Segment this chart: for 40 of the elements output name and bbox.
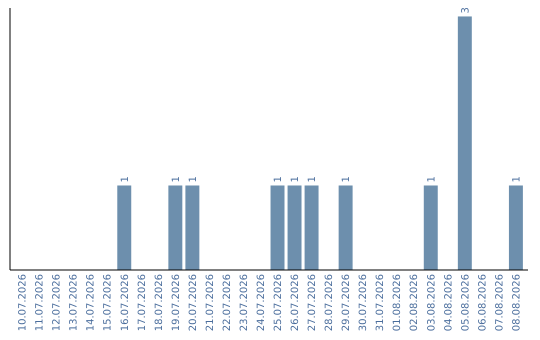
x-tick-label: 14.07.2026 [86, 274, 97, 332]
x-tick-label: 24.07.2026 [256, 274, 267, 332]
x-tick-label: 26.07.2026 [290, 274, 302, 332]
x-tick-label: 11.07.2026 [34, 274, 46, 332]
x-tick-label: 25.07.2026 [273, 274, 284, 332]
x-tick-label: 02.08.2026 [409, 274, 420, 332]
data-label: 1 [341, 176, 352, 182]
data-label: 1 [307, 176, 318, 182]
data-label: 1 [511, 176, 522, 182]
x-tick-label: 12.07.2026 [52, 274, 63, 332]
x-tick-label: 31.07.2026 [375, 274, 386, 332]
data-label: 1 [120, 176, 131, 182]
x-tick-label: 27.07.2026 [307, 274, 318, 332]
x-tick-label: 30.07.2026 [358, 274, 370, 332]
x-tick-label: 21.07.2026 [204, 274, 216, 332]
x-tick-label: 03.08.2026 [426, 274, 438, 332]
data-label: 1 [188, 176, 199, 182]
x-tick-label: 01.08.2026 [392, 274, 404, 332]
x-tick-label: 16.07.2026 [120, 274, 131, 332]
x-tick-label: 10.07.2026 [18, 274, 29, 332]
x-tick-label: 04.08.2026 [443, 274, 454, 332]
x-tick-label: 19.07.2026 [170, 274, 182, 332]
x-tick-label: 08.08.2026 [511, 274, 522, 332]
data-label: 3 [460, 7, 472, 14]
x-tick-label: 15.07.2026 [102, 274, 114, 332]
x-tick-label: 18.07.2026 [154, 274, 165, 332]
x-tick-label: 07.08.2026 [494, 274, 506, 332]
data-label: 1 [273, 176, 284, 182]
data-label: 1 [290, 176, 302, 182]
data-label: 1 [426, 176, 438, 182]
x-tick-label: 29.07.2026 [341, 274, 352, 332]
x-tick-label: 20.07.2026 [188, 274, 199, 332]
x-tick-label: 28.07.2026 [324, 274, 336, 332]
x-tick-label: 17.07.2026 [136, 274, 148, 332]
x-tick-label: 06.08.2026 [477, 274, 488, 332]
x-tick-label: 22.07.2026 [222, 274, 233, 332]
x-tick-label: 05.08.2026 [460, 274, 472, 332]
x-tick-label: 13.07.2026 [68, 274, 80, 332]
data-label: 1 [170, 176, 182, 182]
x-tick-label: 23.07.2026 [238, 274, 250, 332]
